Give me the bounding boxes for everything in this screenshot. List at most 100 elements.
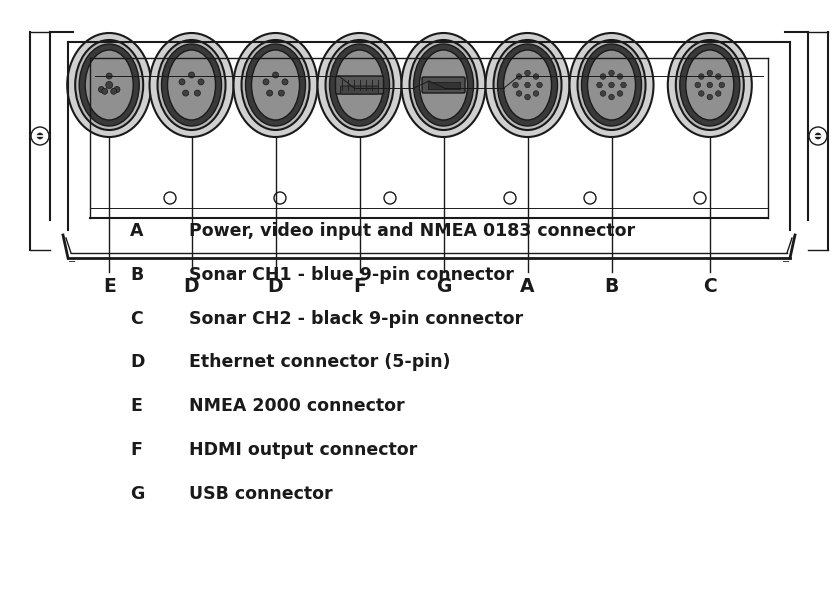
Circle shape <box>278 90 285 96</box>
Circle shape <box>517 91 522 96</box>
Circle shape <box>707 70 712 76</box>
Ellipse shape <box>497 44 558 126</box>
Text: A: A <box>130 222 144 240</box>
Circle shape <box>512 82 518 88</box>
Circle shape <box>111 88 117 94</box>
Text: B: B <box>130 266 144 284</box>
Text: A: A <box>520 277 535 295</box>
Text: G: G <box>436 277 451 295</box>
Circle shape <box>266 90 273 96</box>
Ellipse shape <box>578 40 645 130</box>
Circle shape <box>263 79 269 85</box>
Circle shape <box>719 82 725 88</box>
Circle shape <box>517 74 522 79</box>
Text: B: B <box>604 277 619 295</box>
FancyBboxPatch shape <box>340 86 379 94</box>
Circle shape <box>282 79 288 85</box>
Circle shape <box>699 74 704 79</box>
FancyBboxPatch shape <box>335 76 384 94</box>
Ellipse shape <box>76 40 143 130</box>
Circle shape <box>525 70 530 76</box>
Ellipse shape <box>570 33 654 137</box>
Circle shape <box>179 79 185 85</box>
Ellipse shape <box>150 33 234 137</box>
Circle shape <box>106 82 113 88</box>
Circle shape <box>102 88 108 94</box>
Ellipse shape <box>419 50 468 120</box>
Text: Sonar CH2 - black 9-pin connector: Sonar CH2 - black 9-pin connector <box>189 310 523 328</box>
Ellipse shape <box>503 50 552 120</box>
Circle shape <box>716 91 721 96</box>
Text: E: E <box>130 397 142 415</box>
Circle shape <box>106 73 113 79</box>
Ellipse shape <box>680 44 740 126</box>
Text: F: F <box>130 441 142 459</box>
Circle shape <box>609 82 614 88</box>
Ellipse shape <box>587 50 636 120</box>
Circle shape <box>194 90 201 96</box>
Ellipse shape <box>242 40 309 130</box>
Circle shape <box>182 90 189 96</box>
Circle shape <box>609 70 614 76</box>
Ellipse shape <box>234 33 318 137</box>
Text: F: F <box>353 277 366 295</box>
Circle shape <box>533 74 538 79</box>
Circle shape <box>621 82 627 88</box>
Ellipse shape <box>494 40 561 130</box>
Circle shape <box>707 94 712 100</box>
Circle shape <box>716 74 721 79</box>
Circle shape <box>596 82 602 88</box>
Circle shape <box>114 86 120 92</box>
Circle shape <box>815 133 821 139</box>
Ellipse shape <box>167 50 216 120</box>
Ellipse shape <box>245 44 306 126</box>
Text: Power, video input and NMEA 0183 connector: Power, video input and NMEA 0183 connect… <box>189 222 635 240</box>
Text: C: C <box>703 277 717 295</box>
Text: −: − <box>68 257 76 267</box>
Circle shape <box>272 72 279 78</box>
Text: USB connector: USB connector <box>189 485 333 503</box>
Ellipse shape <box>486 33 570 137</box>
Ellipse shape <box>335 50 384 120</box>
Circle shape <box>601 74 606 79</box>
Ellipse shape <box>251 50 300 120</box>
FancyBboxPatch shape <box>422 77 465 93</box>
Text: Ethernet connector (5-pin): Ethernet connector (5-pin) <box>189 353 450 371</box>
Ellipse shape <box>85 50 134 120</box>
Circle shape <box>525 82 530 88</box>
Text: C: C <box>130 310 143 328</box>
Circle shape <box>707 82 712 88</box>
Circle shape <box>695 82 701 88</box>
Bar <box>428 82 459 88</box>
Circle shape <box>609 94 614 100</box>
Ellipse shape <box>79 44 139 126</box>
Ellipse shape <box>329 44 390 126</box>
Ellipse shape <box>318 33 402 137</box>
Circle shape <box>198 79 204 85</box>
Text: D: D <box>184 277 199 295</box>
Circle shape <box>601 91 606 96</box>
Text: Sonar CH1 - blue 9-pin connector: Sonar CH1 - blue 9-pin connector <box>189 266 514 284</box>
Text: HDMI output connector: HDMI output connector <box>189 441 417 459</box>
Text: D: D <box>268 277 283 295</box>
Circle shape <box>188 72 195 78</box>
Ellipse shape <box>581 44 642 126</box>
Ellipse shape <box>668 33 752 137</box>
Circle shape <box>617 91 622 96</box>
Circle shape <box>37 133 43 139</box>
Ellipse shape <box>67 33 151 137</box>
Circle shape <box>537 82 543 88</box>
Circle shape <box>533 91 538 96</box>
Ellipse shape <box>326 40 393 130</box>
Text: E: E <box>102 277 116 295</box>
Text: NMEA 2000 connector: NMEA 2000 connector <box>189 397 405 415</box>
Ellipse shape <box>413 44 474 126</box>
Ellipse shape <box>402 33 486 137</box>
Ellipse shape <box>685 50 734 120</box>
Ellipse shape <box>158 40 225 130</box>
Ellipse shape <box>676 40 743 130</box>
Circle shape <box>617 74 622 79</box>
Ellipse shape <box>161 44 222 126</box>
Text: D: D <box>130 353 144 371</box>
Circle shape <box>525 94 530 100</box>
